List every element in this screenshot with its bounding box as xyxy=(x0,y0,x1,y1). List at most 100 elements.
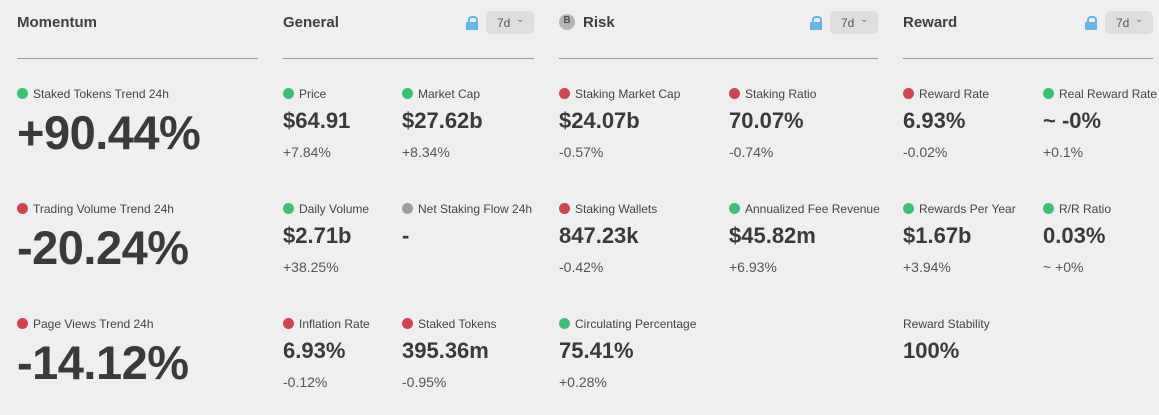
lock-icon xyxy=(466,16,478,30)
metric-value: ~ -0% xyxy=(1043,108,1102,133)
divider xyxy=(283,58,534,59)
divider xyxy=(903,58,1153,59)
period-selector[interactable]: 7d ⌄ xyxy=(830,11,878,34)
status-dot-icon xyxy=(903,88,914,99)
period-selector[interactable]: 7d ⌄ xyxy=(486,11,534,34)
metric-label: Market Cap xyxy=(418,87,481,101)
period-selector[interactable]: 7d ⌄ xyxy=(1105,11,1153,34)
section-title: General xyxy=(283,14,339,31)
metric-label: Reward Stability xyxy=(903,317,990,331)
status-dot-icon xyxy=(1043,88,1054,99)
lock-icon xyxy=(810,16,822,30)
status-dot-icon xyxy=(283,318,294,329)
period-value: 7d xyxy=(497,16,511,30)
metric-value: 0.03% xyxy=(1043,223,1106,248)
divider xyxy=(559,58,878,59)
risk-header: Risk xyxy=(559,13,878,33)
metric-value: 847.23k xyxy=(559,223,639,248)
metric-change: -0.42% xyxy=(559,259,604,275)
metric-label: Staking Ratio xyxy=(745,87,817,101)
status-dot-icon xyxy=(283,203,294,214)
metric-value: 395.36m xyxy=(402,338,489,363)
metric-label: Trading Volume Trend 24h xyxy=(33,202,174,216)
metric-change: -0.02% xyxy=(903,144,948,160)
metric-label: Staked Tokens xyxy=(418,317,497,331)
chevron-down-icon: ⌄ xyxy=(1135,14,1144,25)
status-dot-icon xyxy=(17,318,28,329)
period-value: 7d xyxy=(841,16,855,30)
metric-value: 70.07% xyxy=(729,108,804,133)
metric-label: Annualized Fee Revenue xyxy=(745,202,880,216)
metric-label: Real Reward Rate xyxy=(1059,87,1158,101)
metric-value: $24.07b xyxy=(559,108,640,133)
metric-change: -0.57% xyxy=(559,144,604,160)
status-dot-icon xyxy=(729,203,740,214)
metric-change: +38.25% xyxy=(283,259,339,275)
metric-value: 100% xyxy=(903,338,960,363)
momentum-section: Momentum Staked Tokens Trend 24h +90.44%… xyxy=(17,0,258,415)
status-dot-icon xyxy=(729,88,740,99)
reward-section: Reward 7d ⌄ Reward Rate 6.93% -0.02% Rea… xyxy=(903,0,1157,415)
metric-label: Net Staking Flow 24h xyxy=(418,202,533,216)
metric-value: - xyxy=(402,223,410,248)
momentum-header: Momentum xyxy=(17,13,258,33)
metric-change: -0.12% xyxy=(283,374,328,390)
status-dot-icon xyxy=(17,88,28,99)
risk-section: B Risk 7d ⌄ Staking Market Cap $24.07b -… xyxy=(559,0,880,415)
metric-label: Page Views Trend 24h xyxy=(33,317,154,331)
status-dot-icon xyxy=(402,203,413,214)
coin-icon: B xyxy=(559,14,575,30)
section-title: Risk xyxy=(583,14,615,31)
metric-change: +7.84% xyxy=(283,144,331,160)
section-title: Reward xyxy=(903,14,958,31)
chevron-down-icon: ⌄ xyxy=(860,14,869,25)
metric-label: Inflation Rate xyxy=(299,317,370,331)
metric-change: +6.93% xyxy=(729,259,777,275)
metric-value: 6.93% xyxy=(283,338,346,363)
status-dot-icon xyxy=(402,318,413,329)
status-dot-icon xyxy=(17,203,28,214)
metric-change: -0.74% xyxy=(729,144,774,160)
metric-value: $64.91 xyxy=(283,108,351,133)
metric-value: 75.41% xyxy=(559,338,634,363)
metric-label: Circulating Percentage xyxy=(575,317,697,331)
chevron-down-icon: ⌄ xyxy=(516,14,525,25)
metric-change: +0.1% xyxy=(1043,144,1084,160)
metric-label: Reward Rate xyxy=(919,87,990,101)
metric-value: $27.62b xyxy=(402,108,483,133)
status-dot-icon xyxy=(903,203,914,214)
coin-letter: B xyxy=(563,15,571,26)
status-dot-icon xyxy=(559,318,570,329)
metric-label: Staking Market Cap xyxy=(575,87,681,101)
section-title: Momentum xyxy=(17,14,97,31)
metric-label: Staked Tokens Trend 24h xyxy=(33,87,169,101)
status-dot-icon xyxy=(559,203,570,214)
metric-value: $2.71b xyxy=(283,223,352,248)
metric-label: Price xyxy=(299,87,327,101)
status-dot-icon xyxy=(1043,203,1054,214)
metric-value: -14.12% xyxy=(17,336,189,389)
status-dot-icon xyxy=(402,88,413,99)
status-dot-icon xyxy=(283,88,294,99)
general-header: General xyxy=(283,13,534,33)
reward-header: Reward xyxy=(903,13,1153,33)
metric-label: Daily Volume xyxy=(299,202,370,216)
metric-value: -20.24% xyxy=(17,221,189,274)
general-section: General 7d ⌄ Price $64.91 +7.84% Market … xyxy=(283,0,534,415)
metric-label: R/R Ratio xyxy=(1059,202,1112,216)
metric-value: 6.93% xyxy=(903,108,966,133)
period-value: 7d xyxy=(1116,16,1130,30)
metric-label: Staking Wallets xyxy=(575,202,658,216)
status-dot-icon xyxy=(559,88,570,99)
metric-value: $45.82m xyxy=(729,223,816,248)
metric-change: ~ +0% xyxy=(1043,259,1084,275)
metric-value: +90.44% xyxy=(17,106,201,159)
metric-change: +8.34% xyxy=(402,144,450,160)
metric-label: Rewards Per Year xyxy=(919,202,1016,216)
lock-icon xyxy=(1085,16,1097,30)
metric-change: +0.28% xyxy=(559,374,607,390)
metric-value: $1.67b xyxy=(903,223,972,248)
metric-change: +3.94% xyxy=(903,259,951,275)
divider xyxy=(17,58,258,59)
metric-change: -0.95% xyxy=(402,374,447,390)
